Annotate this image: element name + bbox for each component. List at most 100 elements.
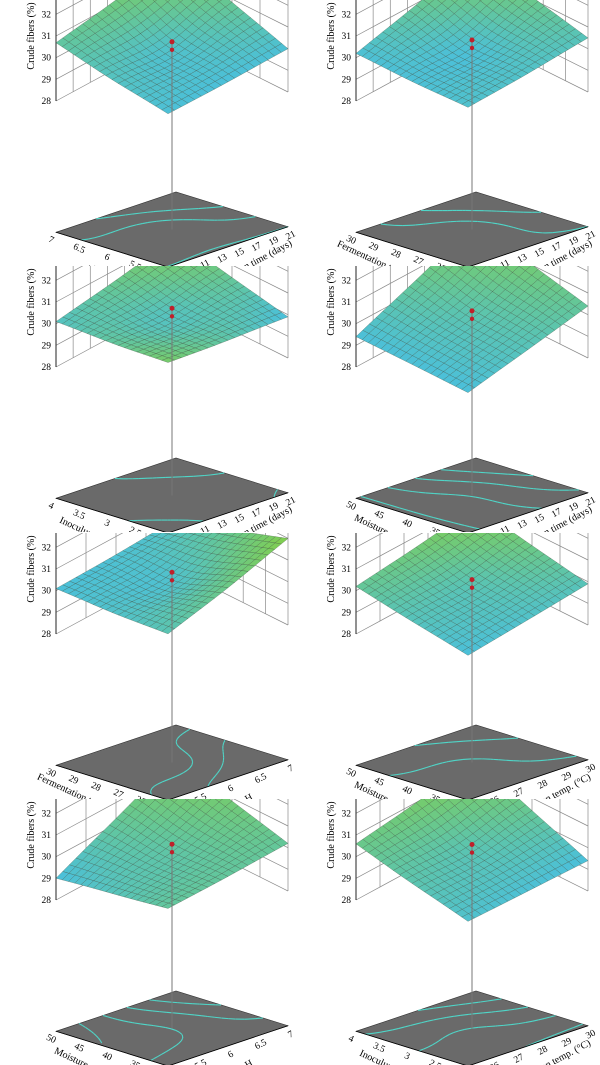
- contour-segment: [248, 216, 256, 219]
- x-tick-label: 27: [513, 786, 526, 799]
- contour-segment: [177, 745, 181, 749]
- contour-segment: [415, 1022, 422, 1025]
- y-tick-label: 27: [412, 255, 425, 266]
- contour-segment: [485, 221, 492, 224]
- y-axis-line: [55, 497, 167, 532]
- contour-lines: [380, 209, 588, 234]
- response-surface: [55, 266, 289, 363]
- contour-segment: [410, 1023, 417, 1027]
- contour-segment: [159, 1011, 167, 1013]
- surface-cell: [184, 799, 189, 801]
- z-tick-label: 30: [42, 320, 52, 330]
- x-axis-label: pH: [239, 1058, 255, 1065]
- y-tick-label: 6.5: [71, 242, 86, 256]
- surface-cell: [503, 266, 509, 269]
- grid-line: [533, 533, 589, 561]
- z-tick-labels: 28293031323334: [42, 276, 52, 373]
- contour-segment: [425, 492, 434, 495]
- contour-segment: [455, 470, 464, 472]
- design-point: [169, 305, 175, 311]
- contour-segment: [181, 748, 183, 751]
- contour-segment: [150, 788, 153, 791]
- surface-cell: [214, 799, 223, 803]
- contour-segment: [425, 765, 432, 769]
- contour-segment: [409, 770, 416, 773]
- contour-segment: [176, 744, 179, 746]
- contour-segment: [497, 223, 504, 226]
- x-tick-label: 19: [567, 501, 580, 514]
- contour-segment: [398, 1026, 405, 1029]
- contour-segment: [254, 1017, 263, 1020]
- contour-segment: [88, 237, 93, 240]
- design-point: [469, 45, 475, 51]
- contour-segment: [415, 223, 424, 226]
- z-axis-label: Crude fibers (%): [26, 268, 37, 335]
- contour-segment: [436, 1018, 441, 1020]
- surface-plot-7: 28293031323334Crude fibers (%)55.566.57p…: [26, 799, 296, 1065]
- z-axis-label: Crude fibers (%): [326, 2, 337, 69]
- x-tick-label: 11: [499, 258, 512, 266]
- y-tick-label: 28: [89, 781, 102, 794]
- design-point: [169, 47, 175, 53]
- contour-segment: [442, 761, 448, 764]
- contour-segment: [549, 1015, 555, 1018]
- contour-segment: [515, 505, 521, 507]
- contour-segment: [523, 229, 530, 232]
- y-axis-line: [55, 764, 167, 799]
- y-tick-label: 45: [372, 509, 385, 522]
- grid-line: [233, 0, 289, 28]
- contour-segment: [102, 1014, 108, 1018]
- y-tick-label: 4: [347, 1034, 356, 1045]
- contour-segment: [221, 763, 224, 766]
- grid-line: [355, 533, 424, 570]
- grid-line: [355, 799, 424, 836]
- contour-segment: [210, 778, 214, 782]
- contour-segment: [422, 478, 430, 481]
- contour-segment: [189, 255, 195, 259]
- contour-segment: [156, 220, 163, 222]
- y-tick-label: 26: [434, 262, 447, 266]
- contour-segment: [251, 235, 257, 239]
- grid-line: [55, 266, 124, 303]
- surface-cell: [457, 266, 465, 269]
- contour-segment: [203, 249, 209, 253]
- contour-segment: [110, 215, 119, 218]
- contour-segment: [229, 241, 235, 245]
- contour-segment: [449, 1032, 455, 1035]
- grid-line: [355, 0, 384, 15]
- contour-segment: [408, 510, 414, 513]
- contour-segment: [432, 1042, 436, 1046]
- contour-lines: [150, 728, 226, 796]
- design-point: [469, 585, 475, 590]
- contour-segment: [475, 496, 481, 499]
- y-tick-label: 29: [67, 774, 80, 787]
- contour-segment: [469, 1013, 477, 1015]
- contour-segment: [187, 754, 191, 757]
- z-tick-label: 28: [342, 630, 352, 640]
- z-tick-label: 29: [342, 608, 352, 618]
- contour-segment: [448, 759, 456, 763]
- contour-segment: [365, 497, 371, 500]
- contour-segment: [393, 488, 400, 491]
- y-tick-label: 35: [428, 793, 441, 799]
- surface-cell: [216, 0, 222, 3]
- y-tick-label: 28: [389, 248, 402, 261]
- surface-cell: [459, 799, 465, 802]
- contour-segment: [233, 218, 240, 221]
- design-point: [469, 577, 475, 583]
- contour-segment: [178, 1040, 182, 1044]
- x-tick-label: 9: [184, 531, 193, 532]
- contour-segment: [440, 1016, 447, 1020]
- contour-segment: [221, 1017, 229, 1020]
- contour-segment: [422, 1008, 430, 1011]
- contour-segment: [82, 1024, 86, 1028]
- design-point: [169, 314, 175, 319]
- z-tick-label: 28: [42, 896, 52, 906]
- contour-segment: [90, 1031, 94, 1034]
- z-tick-label: 28: [342, 363, 352, 373]
- contour-segment: [543, 1016, 550, 1020]
- contour-segment: [465, 739, 475, 742]
- z-tick-labels: 28293031323334: [342, 276, 352, 373]
- contour-segment: [91, 237, 95, 239]
